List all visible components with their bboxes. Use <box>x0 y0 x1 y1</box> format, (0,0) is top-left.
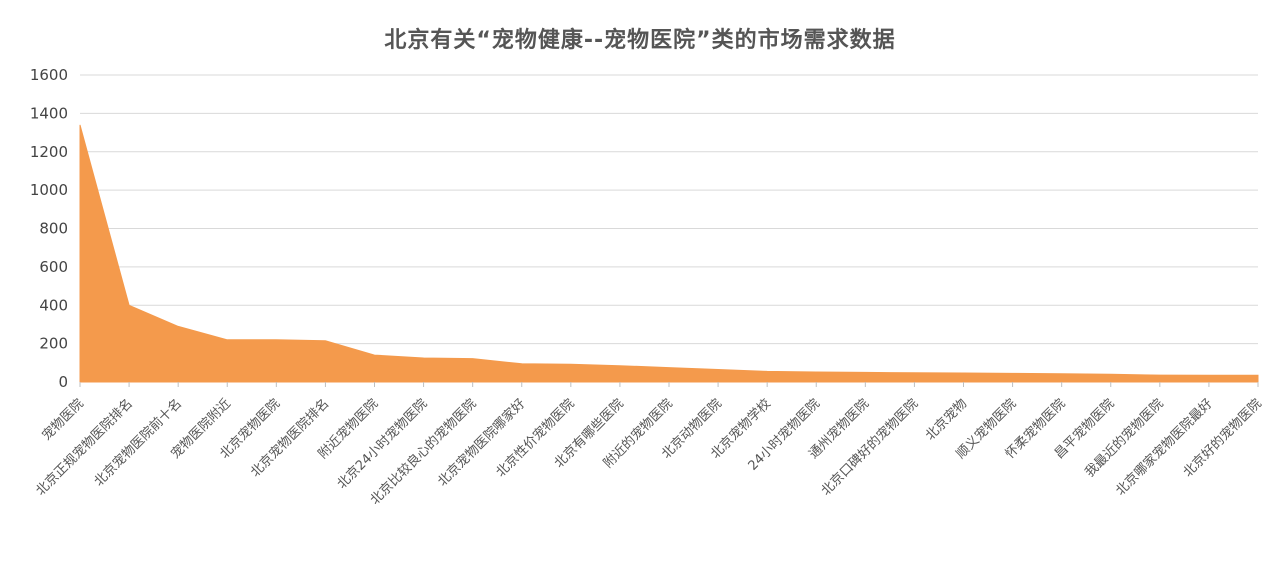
y-tick-label: 400 <box>39 296 68 314</box>
y-tick-label: 1400 <box>30 104 68 122</box>
gridlines <box>80 74 1258 383</box>
y-tick-label: 1000 <box>30 181 68 199</box>
y-tick-label: 0 <box>58 373 68 391</box>
y-tick-label: 800 <box>39 220 68 238</box>
x-tick-label: 北京宠物医院哪家好 <box>435 396 529 490</box>
y-tick-label: 600 <box>39 258 68 276</box>
y-tick-label: 200 <box>39 335 68 353</box>
area-series <box>79 124 1259 383</box>
x-axis: 宠物医院北京正规宠物医院排名北京宠物医院前十名宠物医院附近北京宠物医院北京宠物医… <box>33 382 1265 508</box>
y-tick-label: 1200 <box>30 143 68 161</box>
x-tick-label: 宠物医院 <box>39 396 87 444</box>
x-tick-label: 北京24小时宠物医院 <box>334 396 431 493</box>
x-tick-label: 北京正规宠物医院排名 <box>33 396 136 499</box>
x-tick-label: 北京宠物 <box>922 396 970 444</box>
y-axis: 0 200 400 600 800 1000 1200 1400 1600 <box>30 66 68 391</box>
x-tick-label: 北京哪家宠物医院最好 <box>1112 396 1215 499</box>
x-tick-label: 北京口碑好的宠物医院 <box>818 396 921 499</box>
x-tick-label: 北京宠物医院前十名 <box>91 396 185 490</box>
chart-title: 北京有关“宠物健康--宠物医院”类的市场需求数据 <box>384 28 896 53</box>
y-tick-label: 1600 <box>30 66 68 84</box>
